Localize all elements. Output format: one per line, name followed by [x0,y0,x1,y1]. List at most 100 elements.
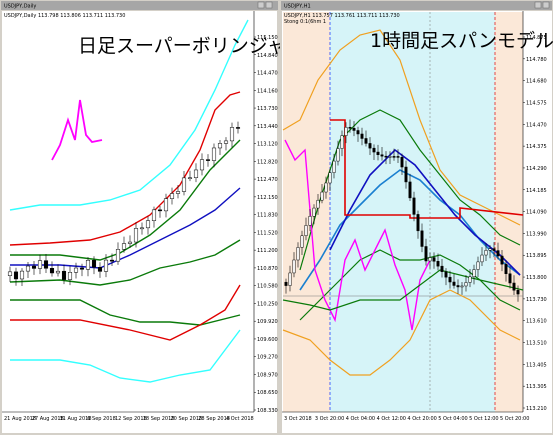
candle-body [61,270,67,280]
candle-body [296,247,300,261]
candle-body [368,143,372,149]
candle-body [460,285,464,288]
band [282,29,521,226]
candle-body [103,259,109,272]
candle-body [428,257,432,262]
candle-body [412,197,416,215]
candle-body [376,151,380,155]
price-label: 113.730 [257,106,278,112]
candle-body [73,267,79,273]
price-label: 114.680 [526,79,547,85]
maximize-button[interactable] [542,1,550,9]
candle-body [79,267,85,270]
candle-body [352,128,356,131]
price-label: 114.160 [257,88,278,94]
candle-body [340,135,344,149]
band [10,187,241,269]
candle-body [516,289,520,295]
band [282,269,524,311]
candle-body [492,248,496,251]
price-label: 109.270 [257,355,278,361]
date-label: 5 Oct 04:00 [438,416,467,422]
date-label: 3 Oct 20:00 [315,416,344,422]
band [10,284,241,341]
maximize-button[interactable] [265,1,273,9]
price-label: 108.970 [257,372,278,378]
candle-body [85,260,91,270]
price-label: 112.820 [257,159,278,165]
candle-body [440,265,444,272]
candle-body [400,156,404,168]
candle-body [229,127,235,142]
left-chart-area [2,11,277,433]
candle-body [97,267,103,272]
moving-average [329,148,521,276]
price-label: 114.375 [526,144,547,150]
span-zone [330,12,495,412]
candle-body [392,156,396,158]
candle-body [448,276,452,283]
candle-body [348,127,352,129]
price-label: 114.090 [526,210,547,216]
price-label: 112.150 [257,195,278,201]
candle-body [7,271,13,276]
left-titlebar [1,1,278,10]
candle-body [37,260,43,269]
candle-body [199,159,205,171]
candle-body [300,235,304,248]
candle-body [109,259,115,262]
price-label: 114.875 [526,35,547,41]
candle-body [181,177,187,192]
date-label: 4 Oct 12:00 [377,416,406,422]
candle-body [404,166,408,183]
price-label: 113.405 [526,362,547,368]
price-label: 114.290 [526,166,547,172]
price-label: 111.520 [257,230,278,236]
candle-body [43,260,49,269]
price-label: 114.185 [526,188,547,194]
candle-body [512,282,516,291]
price-label: 109.600 [257,337,278,343]
price-label: 115.150 [257,35,278,41]
price-label: 113.210 [526,406,547,412]
date-label: 12 Sep 2018 [115,416,147,422]
price-label: 113.895 [526,253,547,259]
price-label: 108.330 [257,408,278,414]
candle-body [416,214,420,232]
candle-body [151,209,157,221]
price-label: 113.610 [526,319,547,325]
price-label: 113.120 [257,142,278,148]
candle-body [332,160,336,173]
left-window-title: USDJPY,Daily [4,4,36,10]
price-label: 113.440 [257,124,278,130]
candle-body [508,273,512,284]
band [10,139,241,261]
candle-body [145,220,151,229]
bollinger-bands [9,19,249,383]
candle-body [472,269,476,278]
candle-body [217,143,223,149]
span-zone [283,12,330,412]
candle-body [504,263,508,275]
minimize-button[interactable] [257,1,265,9]
candle-body [316,199,320,209]
candle-body [328,172,332,184]
minimize-button[interactable] [534,1,542,9]
candle-body [13,271,19,280]
candle-body [436,261,440,267]
candle-body [193,169,199,178]
candle-body [121,243,127,250]
candle-body [49,268,55,274]
price-label: 111.830 [257,213,278,219]
candle-body [356,130,360,135]
lagging-span [51,99,103,161]
right-overlay-label: 1時間足スパンモデル [370,30,553,52]
candle-body [211,147,217,161]
date-label: 4 Oct 04:00 [346,416,375,422]
candle-body [284,281,288,286]
left-header: USDJPY,Daily 113.798 113.806 113.711 113… [4,13,125,19]
right-sub-header: Stong 0:1(6hm 1 [284,19,326,25]
candle-body [424,246,428,262]
price-label: 113.730 [526,297,547,303]
